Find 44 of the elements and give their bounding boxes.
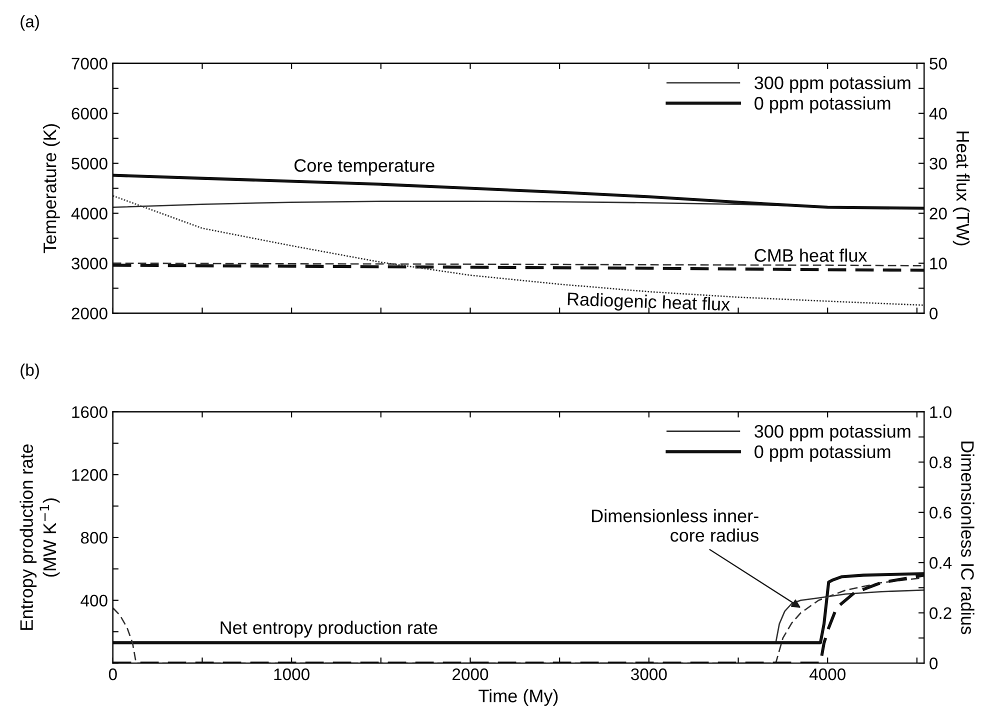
chart-title: (a) xyxy=(20,15,39,31)
y2-tick-label: 20 xyxy=(930,208,947,220)
y2-tick-label: 10 xyxy=(930,258,947,270)
y-tick-label: 4000 xyxy=(71,208,108,220)
x-tick-label: 1000 xyxy=(274,668,310,680)
y-axis-title: Entropy production rate (MW K$^{−1}$) xyxy=(20,444,60,630)
y-tick-label: 2000 xyxy=(72,308,108,320)
chart-title: (b) xyxy=(20,364,39,380)
y-tick-label: 400 xyxy=(80,594,108,607)
y-tick-label: 1600 xyxy=(72,406,108,418)
y2-tick-label: 0.2 xyxy=(930,607,952,620)
x-tick-label: 4000 xyxy=(809,668,846,680)
y-tick-label: 7000 xyxy=(72,58,108,70)
legend-label: 300 ppm potassium xyxy=(754,76,910,93)
line-series xyxy=(112,174,924,210)
annotation: Dimensionless inner- core radius xyxy=(592,509,758,542)
y2-tick-label: 0 xyxy=(930,308,938,320)
y-tick-label: 5000 xyxy=(72,158,108,170)
y2-tick-label: 50 xyxy=(930,58,947,70)
legend-label: 0 ppm potassium xyxy=(754,96,890,114)
y2-tick-label: 0.6 xyxy=(930,506,952,519)
annotation: Core temperature xyxy=(294,159,434,176)
y2-tick-label: 0.4 xyxy=(930,557,952,569)
x-tick-label: 0 xyxy=(108,668,117,680)
y2-axis-title: Heat flux (TW) xyxy=(952,132,970,246)
legend-label: 300 ppm potassium xyxy=(754,424,910,442)
y-tick-label: 3000 xyxy=(72,258,108,270)
annotation: CMB heat flux xyxy=(754,248,868,262)
x-tick-label: 3000 xyxy=(631,668,667,680)
annotation: Radiogenic heat flux xyxy=(568,292,730,314)
x-axis-title: Time (My) xyxy=(478,689,558,706)
y-tick-label: 1200 xyxy=(72,469,108,481)
y2-tick-label: 1.0 xyxy=(930,406,952,418)
y2-axis-title: Dimensionless IC radius xyxy=(961,442,974,634)
y2-tick-label: 30 xyxy=(930,158,947,170)
y2-tick-label: 0.8 xyxy=(930,456,952,468)
y-axis-title: Temperature (K) xyxy=(43,124,60,254)
y2-tick-label: 0 xyxy=(930,658,938,670)
y2-tick-label: 40 xyxy=(929,108,947,120)
annotation: Net entropy production rate xyxy=(220,620,438,638)
x-tick-label: 2000 xyxy=(452,668,488,680)
y-tick-label: 800 xyxy=(80,532,108,544)
legend-label: 0 ppm potassium xyxy=(754,444,890,462)
y-tick-label: 6000 xyxy=(72,108,108,120)
